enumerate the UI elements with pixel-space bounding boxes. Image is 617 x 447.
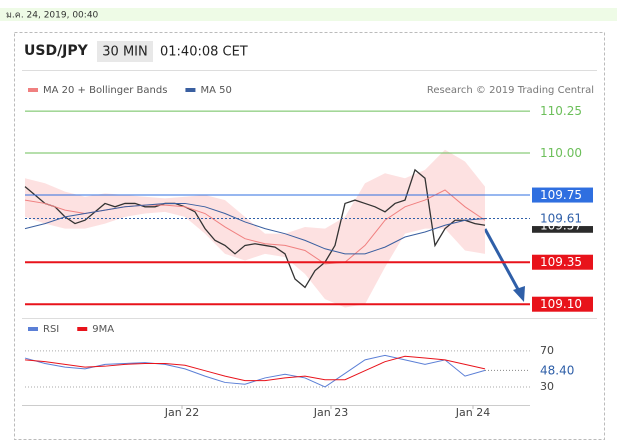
x-tick-label: Jan 24 — [455, 406, 490, 419]
level-box — [532, 145, 593, 161]
forecast-arrowhead — [513, 286, 525, 302]
symbol: USD/JPY — [24, 43, 89, 59]
level-label: 109.75 — [540, 188, 582, 202]
level-label: 110.00 — [540, 146, 582, 160]
x-tick-label: Jan 23 — [313, 406, 348, 419]
legend-swatch — [185, 88, 196, 92]
level-box — [532, 187, 593, 203]
y-tick-label: 30 — [540, 380, 554, 393]
forecast-arrow — [483, 228, 522, 294]
indicator-line — [24, 355, 486, 382]
legend-label: 9MA — [92, 324, 114, 335]
x-tick-label: Jan 22 — [164, 406, 199, 419]
time: 01:40:08 CET — [160, 45, 248, 60]
level-label: 109.10 — [540, 297, 582, 311]
level-box — [532, 296, 593, 312]
level-box — [532, 254, 593, 270]
date-bar — [0, 8, 617, 21]
legend-label: RSI — [43, 324, 59, 335]
current-label: 48.40 — [540, 363, 574, 377]
legend-swatch — [28, 88, 38, 92]
level-box — [532, 211, 593, 227]
legend-swatch — [77, 327, 88, 331]
ma-line — [24, 202, 486, 255]
indicator-line — [24, 354, 486, 388]
legend-label: MA 20 + Bollinger Bands — [43, 85, 167, 96]
panel — [14, 32, 605, 440]
legend-label: MA 50 — [200, 85, 231, 96]
interval: 30 MIN — [102, 45, 147, 60]
level-label: 110.25 — [540, 104, 582, 118]
legend-swatch — [28, 327, 38, 331]
interval-box — [97, 41, 153, 62]
date-text: ม.ค. 24, 2019, 00:40 — [6, 11, 99, 21]
level-label: 109.61 — [540, 212, 582, 226]
price-line — [24, 168, 486, 289]
bollinger-band — [25, 149, 485, 308]
current-box — [532, 362, 593, 378]
level-box — [532, 103, 593, 119]
y-tick-label: 70 — [540, 344, 554, 357]
level-label: 109.35 — [540, 255, 582, 269]
credit: Research © 2019 Trading Central — [427, 85, 594, 96]
